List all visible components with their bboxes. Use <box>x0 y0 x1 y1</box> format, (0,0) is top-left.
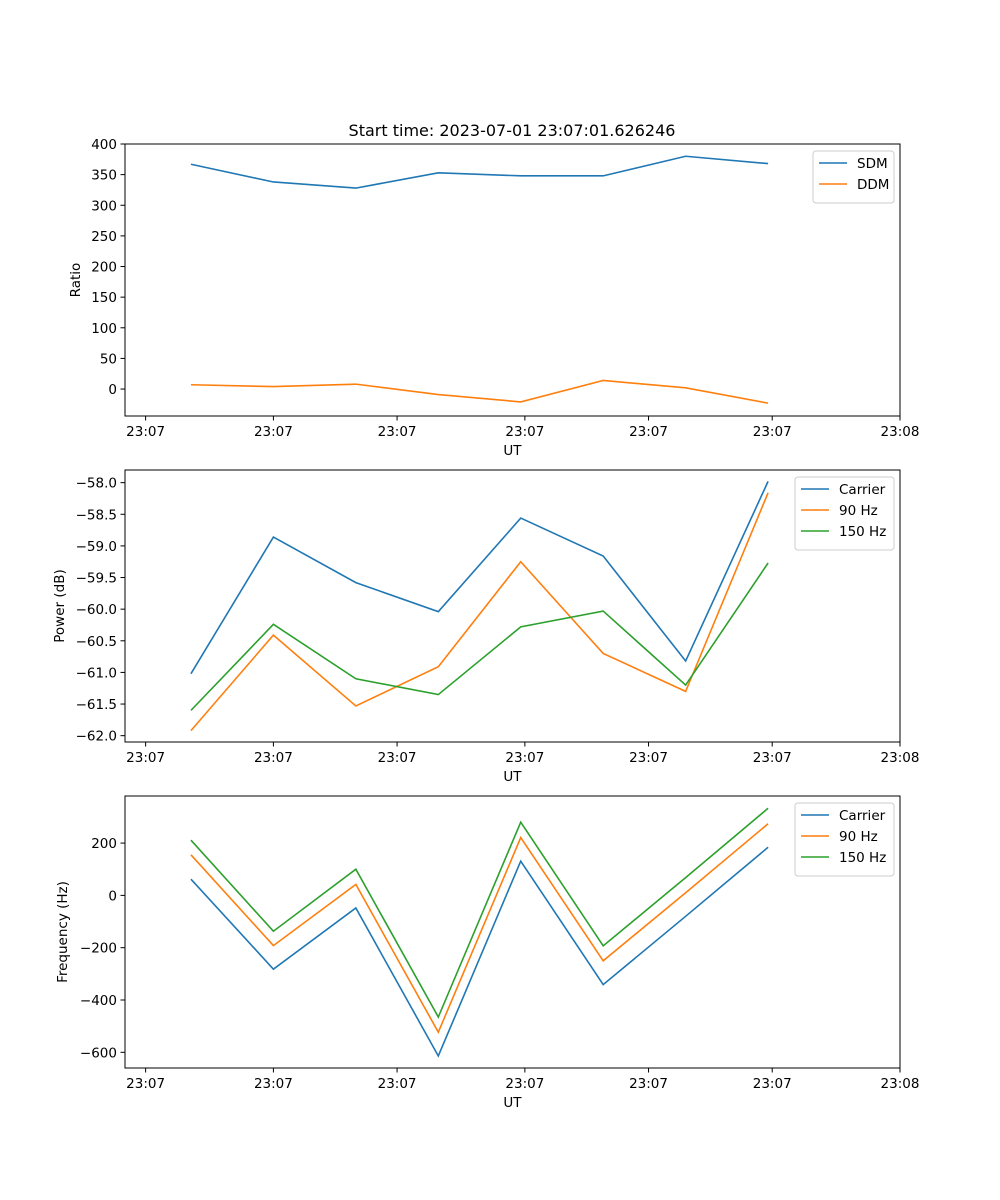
y-tick-label: −58.5 <box>76 507 117 523</box>
y-tick-label: −400 <box>80 993 117 1009</box>
axes-frame <box>124 143 901 417</box>
x-tick-label: 23:07 <box>254 424 293 440</box>
y-tick-label: 200 <box>91 260 117 276</box>
y-tick-label: −58.0 <box>76 476 117 492</box>
series-line-90-hz <box>190 823 769 1034</box>
x-tick-label: 23:07 <box>126 750 165 766</box>
y-tick-label: 200 <box>91 836 117 852</box>
y-tick-label: 300 <box>91 198 117 214</box>
y-tick-label: −200 <box>80 941 117 957</box>
legend: Carrier 90 Hz 150 Hz <box>794 476 895 551</box>
series-line-carrier <box>190 846 769 1058</box>
y-tick-label: −62.0 <box>76 729 117 745</box>
legend-label: Carrier <box>839 808 886 824</box>
x-tick-label: 23:07 <box>629 424 668 440</box>
y-tick-label: 150 <box>91 290 117 306</box>
x-tick-label: 23:07 <box>505 1076 544 1092</box>
x-tick-label: 23:07 <box>629 1076 668 1092</box>
series-line-sdm <box>190 155 769 189</box>
x-axis-label: UT <box>503 769 522 785</box>
legend-label: 90 Hz <box>839 503 878 519</box>
y-tick-label: 100 <box>91 321 117 337</box>
legend-box <box>812 150 895 204</box>
axes-frame <box>124 795 901 1069</box>
x-tick-label: 23:08 <box>881 750 920 766</box>
subplot-3: 23:07 23:07 23:07 23:07 23:07 23:07 23:08 −600 −… <box>55 795 920 1111</box>
y-axis-label: Ratio <box>68 263 84 298</box>
y-tick-label: 0 <box>108 888 117 904</box>
y-tick-label: 0 <box>108 382 117 398</box>
x-tick-label: 23:07 <box>378 1076 417 1092</box>
y-axis-label: Power (dB) <box>52 569 68 642</box>
x-tick-label: 23:07 <box>378 750 417 766</box>
legend: Carrier 90 Hz 150 Hz <box>794 802 895 877</box>
subplot-1: 23:07 23:07 23:07 23:07 23:07 23:07 23:08 0 50 10… <box>68 137 919 459</box>
x-tick-label: 23:08 <box>881 424 920 440</box>
x-tick-label: 23:07 <box>505 750 544 766</box>
legend: SDM DDM <box>812 150 895 204</box>
legend-label: Carrier <box>839 482 886 498</box>
series-line-90-hz <box>190 492 769 732</box>
plot-area: 23:07 23:07 23:07 23:07 23:07 23:07 23:08 0 50 10… <box>52 137 919 1111</box>
legend-label: SDM <box>857 156 888 172</box>
y-axis-label: Frequency (Hz) <box>55 881 71 983</box>
x-tick-label: 23:07 <box>629 750 668 766</box>
x-tick-label: 23:07 <box>378 424 417 440</box>
legend-label: 150 Hz <box>839 524 886 540</box>
x-axis-label: UT <box>503 443 522 459</box>
y-tick-label: −59.5 <box>76 571 117 587</box>
series-line-ddm <box>190 379 769 404</box>
y-tick-label: −60.0 <box>76 602 117 618</box>
y-tick-label: 400 <box>91 137 117 153</box>
x-tick-label: 23:07 <box>753 750 792 766</box>
x-tick-label: 23:07 <box>254 1076 293 1092</box>
x-axis-label: UT <box>503 1095 522 1111</box>
series-line-150-hz <box>190 562 769 711</box>
legend-label: DDM <box>857 177 889 193</box>
x-tick-label: 23:07 <box>126 424 165 440</box>
y-tick-label: 350 <box>91 168 117 184</box>
y-tick-label: 50 <box>100 351 117 367</box>
y-tick-label: −59.0 <box>76 539 117 555</box>
y-tick-label: −60.5 <box>76 634 117 650</box>
x-tick-label: 23:07 <box>753 424 792 440</box>
x-tick-label: 23:07 <box>254 750 293 766</box>
series-line-150-hz <box>190 807 769 1019</box>
y-tick-label: −600 <box>80 1045 117 1061</box>
legend-label: 150 Hz <box>839 850 886 866</box>
axes-frame <box>124 469 901 743</box>
x-tick-label: 23:07 <box>505 424 544 440</box>
x-tick-label: 23:07 <box>753 1076 792 1092</box>
y-tick-label: 250 <box>91 229 117 245</box>
x-tick-label: 23:08 <box>881 1076 920 1092</box>
x-tick-label: 23:07 <box>126 1076 165 1092</box>
subplot-2: 23:07 23:07 23:07 23:07 23:07 23:07 23:08 −62.0… <box>52 469 920 785</box>
figure-title: Start time: 2023-07-01 23:07:01.626246 <box>349 121 676 140</box>
y-tick-label: −61.5 <box>76 697 117 713</box>
series-line-carrier <box>190 481 769 675</box>
legend-label: 90 Hz <box>839 829 878 845</box>
y-tick-label: −61.0 <box>76 665 117 681</box>
